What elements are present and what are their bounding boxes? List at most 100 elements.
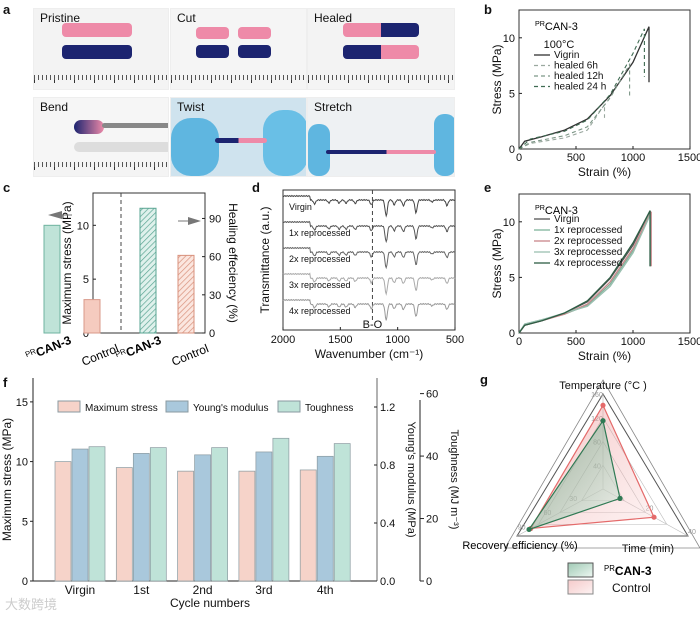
x-axis-label: Cycle numbers [170, 596, 250, 610]
x-tick-label: Virgin [65, 583, 95, 597]
x-tick-label: 500 [567, 336, 585, 348]
ruler [308, 75, 454, 89]
x-tick-label: 1500 [328, 334, 352, 346]
bar-maximum-stress [299, 469, 317, 582]
superscript-prefix: PR [535, 204, 545, 212]
bar-maximum-stress [54, 461, 72, 582]
series-line-4 [518, 210, 651, 334]
legend-swatch [277, 400, 301, 413]
y-tick-label: 0 [22, 576, 28, 588]
radar-tick-label: 160 [591, 392, 603, 399]
series-line-3 [518, 214, 651, 334]
name-text: Control [79, 341, 120, 368]
bar-maximum-stress [115, 467, 133, 582]
superscript-prefix: PR [535, 20, 545, 28]
y-tick-label: 5 [509, 272, 515, 284]
x-tick-label: 1500 [678, 336, 700, 348]
ruler [171, 75, 306, 89]
glove-right [434, 114, 454, 176]
panel-label-c: c [3, 180, 11, 195]
x-tick-label: 0 [516, 152, 522, 164]
legend-label: healed 24 h [554, 82, 606, 93]
y-tick-label: 5 [22, 516, 28, 528]
ftir-spectrum-3 [282, 272, 456, 296]
legend-label: 1x reprocessed [554, 225, 622, 236]
x-axis-label: Strain (%) [578, 165, 631, 179]
chart-subtitle: 100°C [544, 39, 575, 51]
legend-label: 2x reprocessed [554, 236, 622, 247]
y-tick-label-right: 60 [209, 252, 221, 264]
category-label: PRCAN-3 [114, 333, 164, 364]
bar-young-s-modulus [132, 453, 150, 582]
ftir-spectrum-4 [282, 298, 456, 321]
photo-label: Stretch [314, 100, 353, 114]
panel-label-f: f [3, 375, 8, 390]
legend-label: 3x reprocessed [554, 247, 622, 258]
series-line-3 [518, 28, 645, 150]
y-tick-label-young: 1.2 [380, 402, 395, 414]
sample-blue-half [196, 45, 229, 58]
y-tick-label-right: 0 [209, 328, 215, 340]
superscript-prefix: PR [114, 347, 128, 360]
y-tick-label: 10 [503, 217, 515, 229]
legend-swatch-control [567, 579, 594, 595]
legend-label-control: Control [612, 581, 651, 595]
legend-swatch-prcan3 [567, 562, 594, 578]
tweezers-shadow [74, 142, 168, 152]
y-tick-label-toughness: 60 [426, 389, 438, 401]
y-axis-label-toughness: Toughness (MJ m⁻³) [448, 430, 460, 530]
bar-healing-control [177, 254, 195, 334]
ruler [34, 162, 168, 176]
x-axis-label: Wavenumber (cm⁻¹) [315, 347, 424, 361]
y-tick-label: 5 [83, 274, 89, 286]
y-tick-label: 10 [503, 33, 515, 45]
sample-pink [62, 23, 132, 37]
bar-toughness [272, 437, 290, 582]
glove-left [171, 118, 219, 176]
superscript-prefix: PR [24, 347, 38, 360]
x-tick-label: 1st [133, 583, 150, 597]
sample-pink-half [196, 27, 229, 39]
sample-healed [343, 23, 419, 37]
legend-label: 4x reprocessed [554, 258, 622, 269]
photo-cut: Cut [170, 8, 307, 90]
y-tick-label: 10 [77, 220, 89, 232]
sample-blue-half [238, 45, 271, 58]
legend-label: healed 6h [554, 61, 598, 72]
name-text: CAN-3 [545, 21, 578, 33]
legend-label: Young's modulus [193, 403, 268, 414]
photo-healed: Healed [307, 8, 455, 90]
name-text: CAN-3 [615, 564, 652, 578]
photo-label: Twist [177, 100, 205, 114]
radar-grid [516, 393, 689, 537]
category-label: Control [169, 341, 210, 368]
radar-area-prcan3 [527, 419, 621, 531]
y-tick-label: 0 [509, 144, 515, 156]
bar-toughness [333, 443, 351, 582]
legend-label: Vigrin [554, 50, 579, 61]
name-text: CAN-3 [34, 333, 74, 360]
plot-frame-b [518, 9, 691, 150]
name-text: Control [169, 341, 210, 368]
bar-toughness [88, 446, 106, 582]
ruler [34, 75, 168, 89]
radar-tick-label: 40 [688, 529, 696, 536]
radar-point [600, 402, 606, 408]
bar-max-stress-control [83, 299, 101, 334]
y-tick-label: 0 [83, 328, 89, 340]
x-tick-label: 2nd [193, 583, 213, 597]
bar-healing-prcan3 [139, 207, 157, 334]
ftir-spectrum-1 [282, 220, 456, 244]
legend-label: Virgin [554, 214, 579, 225]
tweezers [102, 123, 168, 128]
photo-bend: Bend [33, 97, 169, 177]
panel-label-d: d [252, 180, 260, 195]
y-tick-label-right: 90 [209, 213, 221, 225]
legend-label: Toughness [305, 403, 353, 414]
sample-blue [62, 45, 132, 59]
x-axis-label: Strain (%) [578, 349, 631, 363]
name-text: CAN-3 [124, 333, 164, 360]
photo-label: Healed [314, 11, 353, 25]
series-label: 1x reprocessed [289, 228, 351, 238]
